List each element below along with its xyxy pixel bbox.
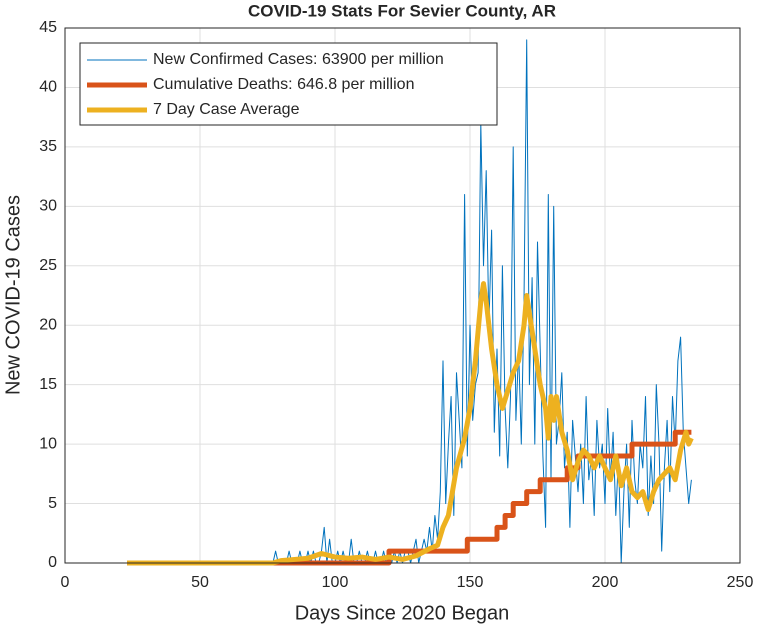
chart-title: COVID-19 Stats For Sevier County, AR xyxy=(248,1,556,20)
y-tick-label: 35 xyxy=(39,138,57,155)
x-axis-label: Days Since 2020 Began xyxy=(295,602,510,624)
legend-box xyxy=(79,42,498,126)
x-tick-label: 0 xyxy=(61,574,70,591)
y-tick-label: 30 xyxy=(39,198,57,215)
y-axis-label: New COVID-19 Cases xyxy=(2,195,24,395)
y-tick-label: 25 xyxy=(39,257,57,274)
legend-label: Cumulative Deaths: 646.8 per million xyxy=(153,76,414,93)
x-tick-label: 200 xyxy=(592,574,619,591)
y-tick-label: 5 xyxy=(48,495,57,512)
x-tick-label: 50 xyxy=(191,574,209,591)
y-tick-label: 45 xyxy=(39,19,57,36)
y-tick-label: 40 xyxy=(39,79,57,96)
x-tick-label: 150 xyxy=(457,574,484,591)
x-tick-label: 100 xyxy=(322,574,349,591)
plot-frame xyxy=(64,27,741,564)
legend-label: 7 Day Case Average xyxy=(153,101,300,118)
y-tick-label: 20 xyxy=(39,316,57,333)
series-line xyxy=(127,429,692,566)
series-line xyxy=(127,281,694,566)
y-tick-label: 0 xyxy=(48,554,57,571)
x-tick-label: 250 xyxy=(727,574,754,591)
y-tick-label: 10 xyxy=(39,435,57,452)
legend-label: New Confirmed Cases: 63900 per million xyxy=(153,51,444,68)
legend: New Confirmed Cases: 63900 per million Cu… xyxy=(79,42,498,126)
y-tick-label: 15 xyxy=(39,376,57,393)
